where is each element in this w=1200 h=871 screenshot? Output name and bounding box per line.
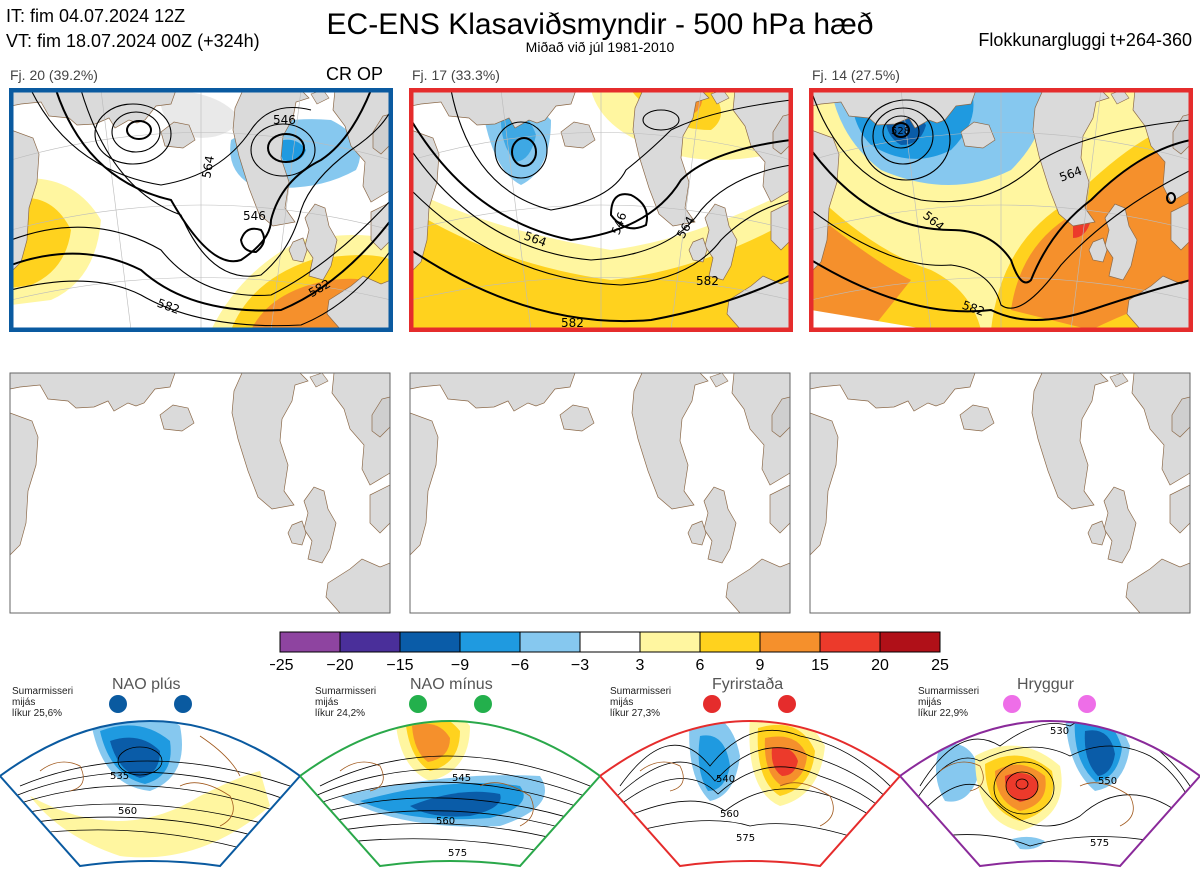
run-info: IT: fim 04.07.2024 12Z VT: fim 18.07.202…: [6, 4, 260, 54]
regime-1-dot: [109, 695, 127, 713]
initial-time: IT: fim 04.07.2024 12Z: [6, 6, 186, 26]
cluster-1-label: Fj. 20 (39.2%): [10, 67, 98, 83]
cluster-window: Flokkunargluggi t+264-360: [978, 30, 1192, 50]
contour-label: 530: [1050, 726, 1069, 737]
regime-3-dot: [703, 695, 721, 713]
colorbar-tick-label: 6: [696, 657, 705, 674]
colorbar-cell: [639, 631, 701, 653]
regime-1-info: Sumarmisseri mijás líkur 25,6%: [12, 686, 74, 719]
contour-label: 582: [696, 274, 719, 288]
regime-4-info: Sumarmisseri mijás líkur 22,9%: [918, 686, 980, 719]
regime-3-map: 540 560 575: [600, 695, 900, 868]
regime-2-dot: [474, 695, 492, 713]
empty-map-2: [409, 372, 791, 614]
regime-3-title: Fyrirstaða: [712, 676, 784, 693]
colorbar-cell: [699, 631, 761, 653]
contour-label: 560: [720, 809, 739, 820]
contour-label: 575: [1090, 838, 1109, 849]
empty-map-1: [9, 372, 391, 614]
colorbar-tick-label: −20: [326, 657, 353, 674]
contour-label: 582: [561, 316, 584, 330]
regime-4-title: Hryggur: [1017, 676, 1074, 693]
colorbar-tick-label: −25: [270, 657, 294, 674]
valid-time: VT: fim 18.07.2024 00Z (+324h): [6, 31, 260, 51]
cluster-1-map: 546 546 564 582 582: [9, 88, 393, 332]
regime-1-map: 535 560: [0, 695, 300, 868]
colorbar-tick-label: −15: [386, 657, 413, 674]
colorbar-cell: [399, 631, 461, 653]
empty-map-3: [809, 372, 1191, 614]
cluster-1-tag: CR OP: [326, 64, 384, 84]
regime-3-info: Sumarmisseri mijás líkur 27,3%: [610, 686, 672, 719]
contour-label: 560: [118, 806, 137, 817]
regime-3-frame: [600, 720, 900, 868]
colorbar-cell: [759, 631, 821, 653]
regime-2-title: NAO mínus: [410, 676, 493, 693]
regime-2-map: 545 560 575: [300, 695, 600, 868]
contour-label: 535: [110, 771, 129, 782]
regime-2-frame: [300, 720, 600, 868]
contour-label: 540: [716, 774, 735, 785]
colorbar-tick-label: −9: [451, 657, 469, 674]
colorbar-cell: [339, 631, 401, 653]
colorbar-tick-label: 20: [871, 657, 889, 674]
colorbar-cell: [459, 631, 521, 653]
regime-4-dot: [1078, 695, 1096, 713]
contour-label: 528: [891, 126, 910, 137]
cluster-3-frame: [809, 88, 1193, 332]
cluster-1-frame: [9, 88, 393, 332]
regime-2-dot: [409, 695, 427, 713]
contour-label: 550: [1098, 776, 1117, 787]
regime-1-frame: [0, 720, 300, 868]
contour-label: 560: [436, 816, 455, 827]
contour-label: 564: [199, 154, 217, 179]
regime-4-dot: [1003, 695, 1021, 713]
colorbar-cell: [579, 631, 641, 653]
colorbar-cell: [279, 631, 341, 653]
regime-2-info: Sumarmisseri mijás líkur 24,2%: [315, 686, 377, 719]
colorbar-tick-label: 3: [636, 657, 645, 674]
page-subtitle: Miðað við júl 1981-2010: [525, 39, 675, 55]
contour-label: 575: [736, 833, 755, 844]
colorbar: −25 −20 −15 −9 −6 −3 3 6 9 15 20 25: [270, 631, 949, 674]
contour-label: 545: [452, 773, 471, 784]
cluster-2-frame: [409, 88, 793, 332]
colorbar-tick-label: 25: [931, 657, 949, 674]
cluster-2-label: Fj. 17 (33.3%): [412, 67, 500, 83]
contour-label: 575: [448, 848, 467, 859]
colorbar-cell: [879, 631, 941, 653]
regime-4-frame: [900, 720, 1200, 868]
colorbar-tick-label: 9: [756, 657, 765, 674]
regime-1-dot: [174, 695, 192, 713]
colorbar-tick-label: −3: [571, 657, 589, 674]
colorbar-tick-label: 15: [811, 657, 829, 674]
colorbar-cell: [819, 631, 881, 653]
regime-4-map: 530 550 575: [900, 695, 1200, 868]
colorbar-cell: [519, 631, 581, 653]
regime-3-dot: [778, 695, 796, 713]
colorbar-tick-label: −6: [511, 657, 529, 674]
contour-label: 546: [273, 113, 296, 127]
cluster-2-map: 546 564 564 582 582: [409, 88, 793, 332]
cluster-3-map: 528 564 564 582: [809, 88, 1193, 332]
cluster-3-label: Fj. 14 (27.5%): [812, 67, 900, 83]
page-title: EC-ENS Klasaviðsmyndir - 500 hPa hæð: [326, 8, 874, 41]
contour-label: 546: [243, 209, 266, 223]
regime-1-title: NAO plús: [112, 676, 181, 693]
